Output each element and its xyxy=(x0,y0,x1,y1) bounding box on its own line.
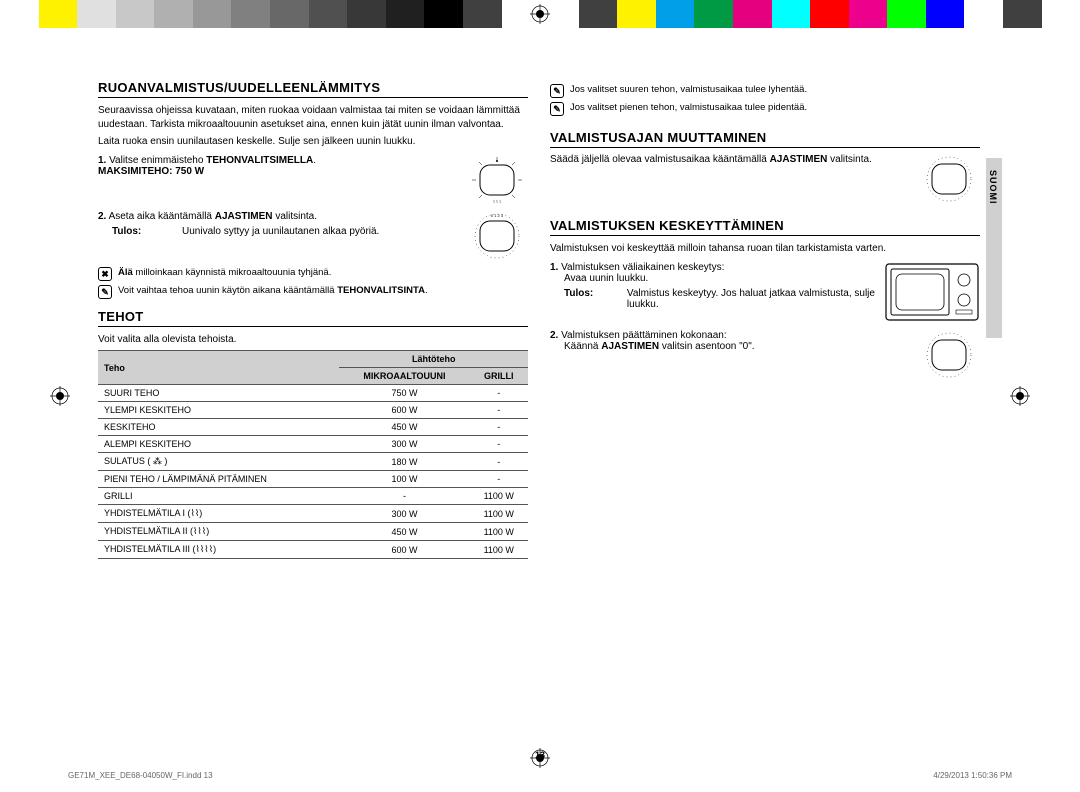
table-row: GRILLI-1100 W xyxy=(98,488,528,505)
body-text: Laita ruoka ensin uunilautasen keskelle.… xyxy=(98,135,528,149)
power-dial-icon: ⌇ ⌇ ⌇ xyxy=(466,155,528,205)
table-row: SULATUS ( ⁂ )180 W- xyxy=(98,453,528,471)
info-note: ✎ Jos valitset pienen tehon, valmistusai… xyxy=(550,102,980,116)
body-text: Valmistuksen voi keskeyttää milloin taha… xyxy=(550,242,980,256)
timer-dial-icon xyxy=(918,330,980,380)
table-row: YLEMPI KESKITEHO600 W- xyxy=(98,402,528,419)
registration-mark xyxy=(530,4,550,24)
body-text: Voit valita alla olevista tehoista. xyxy=(98,333,528,347)
table-row: ALEMPI KESKITEHO300 W- xyxy=(98,436,528,453)
section-heading: RUOANVALMISTUS/UUDELLEENLÄMMITYS xyxy=(98,80,528,98)
step-2: 2. Valmistuksen päättäminen kokonaan: Kä… xyxy=(550,330,980,380)
body-text: Seuraavissa ohjeissa kuvataan, miten ruo… xyxy=(98,104,528,131)
section-heading: TEHOT xyxy=(98,309,528,327)
language-tab: SUOMI xyxy=(986,158,1002,338)
timer-dial-icon xyxy=(918,154,980,204)
table-row: YHDISTELMÄTILA II (⌇⌇⌇)450 W1100 W xyxy=(98,523,528,541)
table-row: YHDISTELMÄTILA I (⌇⌇)300 W1100 W xyxy=(98,505,528,523)
table-row: YHDISTELMÄTILA III (⌇⌇⌇⌇)600 W1100 W xyxy=(98,541,528,559)
info-note: ✎ Jos valitset suuren tehon, valmistusai… xyxy=(550,84,980,98)
info-note: ✎ Voit vaihtaa tehoa uunin käytön aikana… xyxy=(98,285,528,299)
page-number: 13 xyxy=(0,750,1080,760)
adjust-time: Säädä jäljellä olevaa valmistusaikaa kää… xyxy=(550,154,980,204)
note-icon: ✎ xyxy=(550,84,564,98)
registration-mark xyxy=(1010,386,1030,406)
step-1: 1. Valmistuksen väliaikainen keskeytys: … xyxy=(550,262,980,324)
timer-dial-icon: 0 1 2 3 xyxy=(466,211,528,261)
microwave-icon xyxy=(884,262,980,324)
footer-timestamp: 4/29/2013 1:50:36 PM xyxy=(933,771,1012,780)
table-row: PIENI TEHO / LÄMPIMÄNÄ PITÄMINEN100 W- xyxy=(98,471,528,488)
table-row: KESKITEHO450 W- xyxy=(98,419,528,436)
right-column: ✎ Jos valitset suuren tehon, valmistusai… xyxy=(550,80,980,559)
section-heading: VALMISTUSAJAN MUUTTAMINEN xyxy=(550,130,980,148)
footer-file: GE71M_XEE_DE68-04050W_FI.indd 13 xyxy=(68,771,213,780)
step-1: 1. Valitse enimmäisteho TEHONVALITSIMELL… xyxy=(98,155,528,205)
warning-note: ✖ Älä milloinkaan käynnistä mikroaaltouu… xyxy=(98,267,528,281)
section-heading: VALMISTUKSEN KESKEYTTÄMINEN xyxy=(550,218,980,236)
note-icon: ✎ xyxy=(98,285,112,299)
warn-icon: ✖ xyxy=(98,267,112,281)
step-2: 2. Aseta aika kääntämällä AJASTIMEN vali… xyxy=(98,211,528,261)
left-column: RUOANVALMISTUS/UUDELLEENLÄMMITYS Seuraav… xyxy=(98,80,528,559)
page-content: RUOANVALMISTUS/UUDELLEENLÄMMITYS Seuraav… xyxy=(98,80,982,559)
power-table-body: SUURI TEHO750 W-YLEMPI KESKITEHO600 W-KE… xyxy=(98,385,528,559)
table-row: SUURI TEHO750 W- xyxy=(98,385,528,402)
registration-mark xyxy=(50,386,70,406)
svg-text:⌇ ⌇ ⌇: ⌇ ⌇ ⌇ xyxy=(493,199,501,204)
svg-text:0 1 2 3: 0 1 2 3 xyxy=(491,213,504,218)
power-table: Teho Lähtöteho MIKROAALTOUUNI GRILLI SUU… xyxy=(98,350,528,559)
note-icon: ✎ xyxy=(550,102,564,116)
